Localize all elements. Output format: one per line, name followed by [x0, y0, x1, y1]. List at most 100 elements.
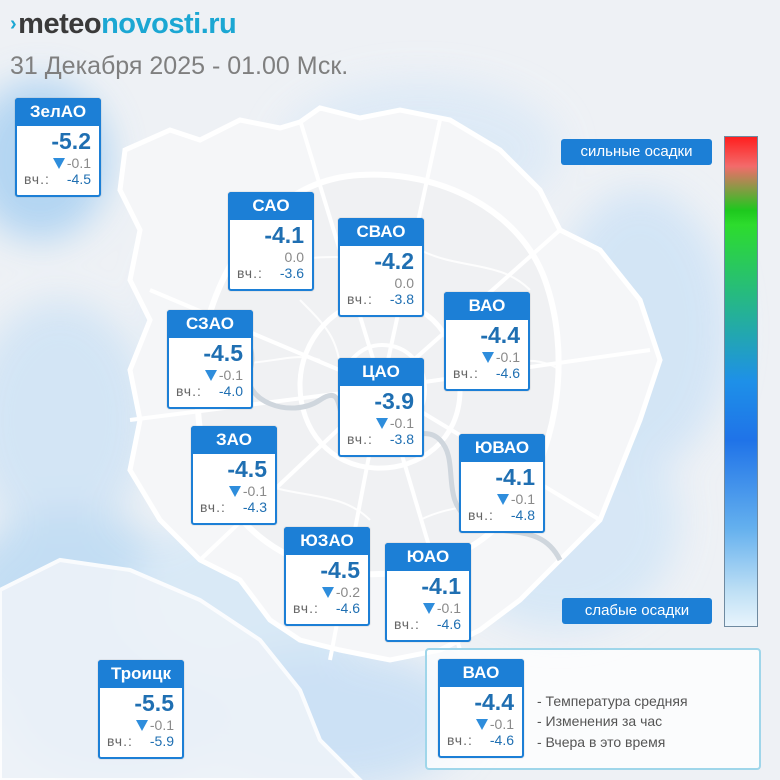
yesterday-label: вч.: — [468, 507, 494, 523]
hourly-change: -0.1 — [481, 349, 520, 365]
hourly-change-value: 0.0 — [394, 275, 414, 291]
hourly-change-value: -0.1 — [218, 367, 243, 383]
arrow-down-icon — [228, 486, 241, 497]
hourly-change: -0.1 — [228, 484, 267, 498]
avg-temperature: -5.2 — [51, 128, 91, 154]
precipitation-scale-bar — [724, 136, 758, 627]
yesterday-label: вч.: — [176, 383, 202, 399]
hourly-change: -0.1 — [475, 716, 514, 732]
district-card-cao: ЦАО -3.9 -0.1 вч.: -3.8 — [338, 358, 424, 457]
district-card-yuao: ЮАО -4.1 -0.1 вч.: -4.6 — [385, 543, 471, 642]
yesterday-row: вч.: -4.8 — [468, 508, 535, 522]
avg-temperature: -4.5 — [203, 340, 243, 366]
district-card-szao: СЗАО -4.5 -0.1 вч.: -4.0 — [167, 310, 253, 409]
arrow-down-icon — [481, 352, 494, 363]
avg-temperature: -3.9 — [374, 388, 414, 414]
avg-temperature: -4.1 — [421, 573, 461, 599]
yesterday-label: вч.: — [447, 732, 473, 748]
yesterday-value: -4.6 — [495, 365, 520, 381]
legend-line-hourly-change: - Изменения за час — [537, 713, 663, 729]
district-name: СЗАО — [167, 310, 253, 338]
yesterday-value: -3.6 — [279, 265, 304, 281]
yesterday-value: -3.8 — [389, 431, 414, 447]
district-name: САО — [228, 192, 314, 220]
hourly-change-value: -0.1 — [436, 600, 461, 616]
yesterday-label: вч.: — [347, 431, 373, 447]
precip-low-label: слабые осадки — [562, 598, 712, 624]
hourly-change-value: 0.0 — [284, 249, 304, 265]
district-name: ЗелАО — [15, 98, 101, 126]
hourly-change: -0.1 — [135, 717, 174, 733]
district-name: Троицк — [98, 660, 184, 688]
yesterday-row: вч.: -3.6 — [237, 266, 304, 280]
district-card-zao: ЗАО -4.5 -0.1 вч.: -4.3 — [191, 426, 277, 525]
arrow-down-icon — [475, 719, 488, 730]
yesterday-row: вч.: -4.6 — [293, 601, 360, 615]
avg-temperature: -4.1 — [264, 222, 304, 248]
logo-text-novosti: novosti.ru — [101, 8, 237, 40]
hourly-change-value: -0.1 — [510, 491, 535, 507]
hourly-change: 0.0 — [395, 276, 414, 290]
yesterday-row: вч.: -3.8 — [347, 292, 414, 306]
hourly-change-value: -0.1 — [149, 717, 174, 733]
yesterday-label: вч.: — [200, 499, 226, 515]
hourly-change: -0.1 — [204, 367, 243, 383]
yesterday-label: вч.: — [24, 171, 50, 187]
hourly-change: -0.2 — [321, 584, 360, 600]
arrow-down-icon — [422, 603, 435, 614]
yesterday-value: -5.9 — [149, 733, 174, 749]
yesterday-row: вч.: -4.3 — [200, 500, 267, 514]
avg-temperature: -4.2 — [374, 248, 414, 274]
hourly-change: -0.1 — [52, 155, 91, 171]
hourly-change: -0.1 — [375, 415, 414, 431]
avg-temperature: -4.5 — [227, 456, 267, 482]
legend-sample-card: ВАО -4.4 -0.1 вч.: -4.6 — [438, 659, 524, 758]
legend-line-avg-temp: - Температура средняя — [537, 693, 688, 709]
hourly-change-value: -0.1 — [66, 155, 91, 171]
hourly-change-value: -0.2 — [335, 584, 360, 600]
yesterday-row: вч.: -5.9 — [107, 734, 174, 748]
yesterday-value: -4.6 — [489, 732, 514, 748]
logo-text-meteo: meteo — [18, 8, 102, 40]
yesterday-row: вч.: -4.0 — [176, 384, 243, 398]
yesterday-value: -4.6 — [436, 616, 461, 632]
yesterday-value: -3.8 — [389, 291, 414, 307]
arrow-down-icon — [375, 418, 388, 429]
district-card-yuvao: ЮВАО -4.1 -0.1 вч.: -4.8 — [459, 434, 545, 533]
yesterday-label: вч.: — [293, 600, 319, 616]
district-card-zelao: ЗелАО -5.2 -0.1 вч.: -4.5 — [15, 98, 101, 197]
avg-temperature: -4.4 — [480, 322, 520, 348]
legend-line-yesterday: - Вчера в это время — [537, 734, 666, 750]
district-name: ЮЗАО — [284, 527, 370, 555]
avg-temperature: -4.4 — [474, 689, 514, 715]
hourly-change-value: -0.1 — [495, 349, 520, 365]
site-logo[interactable]: ›meteonovosti.ru — [10, 8, 237, 41]
yesterday-label: вч.: — [394, 616, 420, 632]
district-card-troitsk: Троицк -5.5 -0.1 вч.: -5.9 — [98, 660, 184, 759]
district-name: ЗАО — [191, 426, 277, 454]
arrow-down-icon — [52, 158, 65, 169]
avg-temperature: -4.1 — [495, 464, 535, 490]
precip-high-label: сильные осадки — [561, 139, 712, 165]
district-name: ЮАО — [385, 543, 471, 571]
arrow-down-icon — [135, 720, 148, 731]
yesterday-row: вч.: -4.6 — [453, 366, 520, 380]
arrow-down-icon — [204, 370, 217, 381]
yesterday-row: вч.: -4.6 — [447, 733, 514, 747]
district-name: СВАО — [338, 218, 424, 246]
district-name: ВАО — [438, 659, 524, 687]
district-card-vao: ВАО -4.4 -0.1 вч.: -4.6 — [444, 292, 530, 391]
hourly-change: -0.1 — [496, 491, 535, 507]
arrow-down-icon — [321, 587, 334, 598]
yesterday-value: -4.8 — [510, 507, 535, 523]
hourly-change-value: -0.1 — [389, 415, 414, 431]
hourly-change-value: -0.1 — [489, 716, 514, 732]
yesterday-value: -4.3 — [242, 499, 267, 515]
hourly-change: 0.0 — [285, 250, 304, 264]
avg-temperature: -4.5 — [320, 557, 360, 583]
yesterday-row: вч.: -4.5 — [24, 172, 91, 186]
district-card-yuzao: ЮЗАО -4.5 -0.2 вч.: -4.6 — [284, 527, 370, 626]
yesterday-value: -4.6 — [335, 600, 360, 616]
district-name: ВАО — [444, 292, 530, 320]
yesterday-value: -4.5 — [66, 171, 91, 187]
